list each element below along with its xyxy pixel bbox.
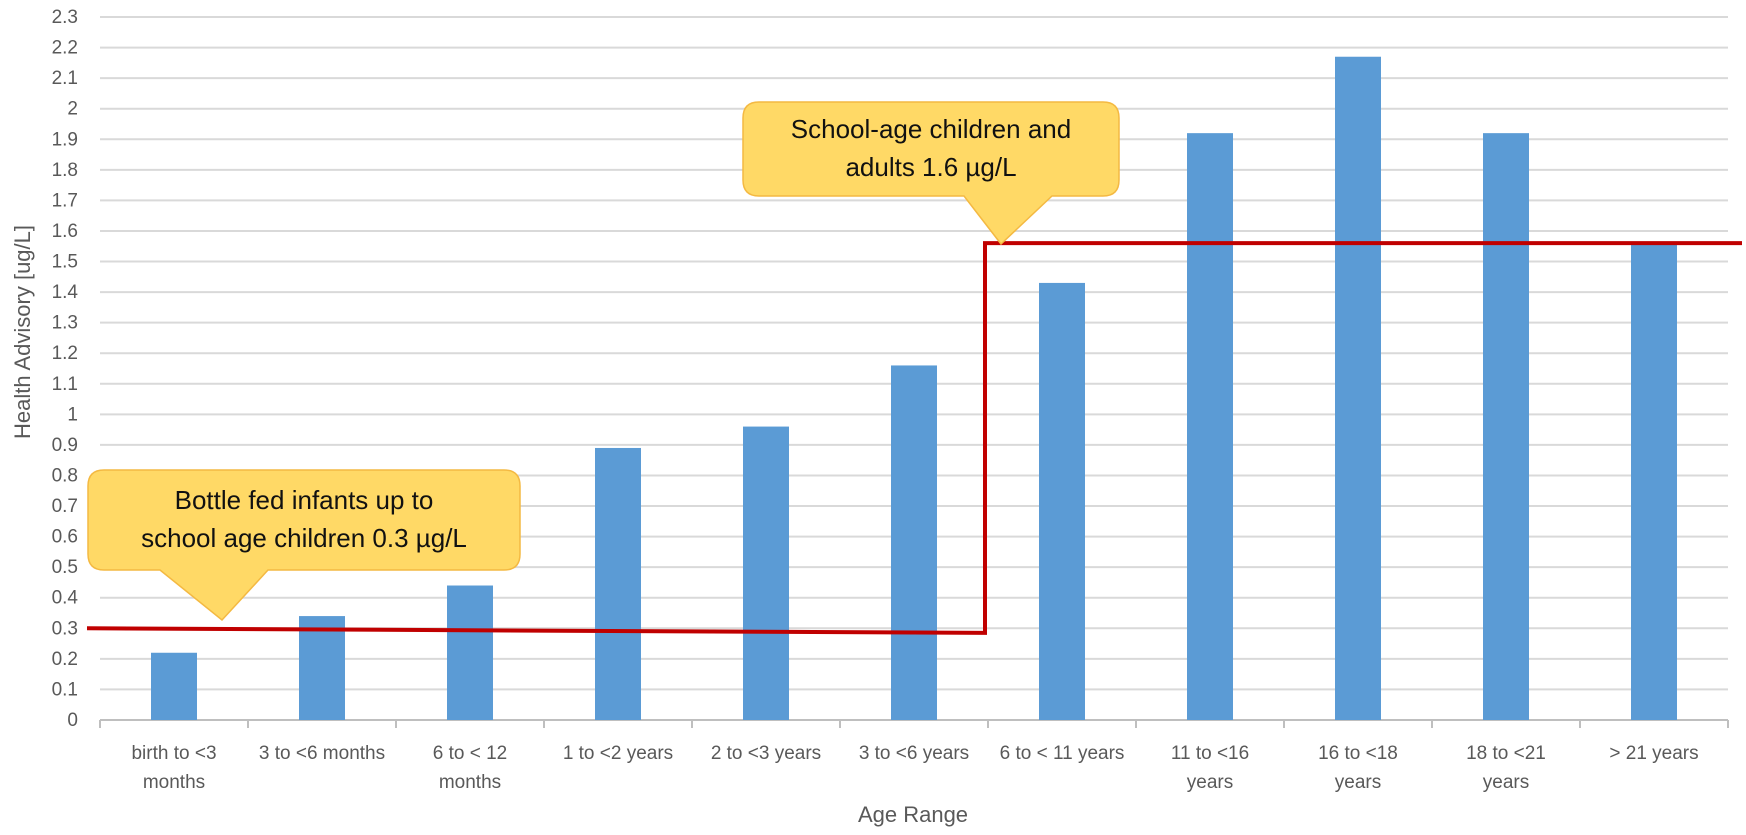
bar (1631, 243, 1677, 720)
y-tick-label: 0.5 (52, 557, 78, 578)
bar (595, 447, 641, 720)
y-tick-label: 1.5 (52, 252, 78, 273)
y-tick-label: 1.9 (52, 129, 78, 150)
advisory-line (86, 241, 1742, 635)
advisory-step-line (86, 241, 1742, 635)
bar (299, 616, 345, 720)
x-tick-label: 11 to <16 years (1171, 743, 1249, 793)
callout-infants-shape (87, 469, 521, 622)
y-tick-label: 2.1 (52, 68, 78, 89)
y-axis-ticks: 0 0.1 0.2 0.3 0.4 0.5 0.6 0.7 0.8 0.9 1 1.1 1.2 1.3 1.… (52, 7, 79, 731)
y-tick-label: 1.2 (52, 343, 78, 364)
y-tick-label: 0.1 (52, 679, 78, 700)
y-tick-label: 1.6 (52, 221, 78, 242)
y-tick-label: 2 (67, 99, 78, 120)
x-tick-label: > 21 years (1609, 743, 1698, 764)
y-tick-label: 0.8 (52, 465, 78, 486)
x-tick-label: 2 to <3 years (711, 743, 821, 764)
y-tick-label: 2.2 (52, 38, 78, 59)
x-tick-label: 16 to <18 years (1318, 743, 1398, 793)
x-tick-label: 3 to <6 years (859, 743, 969, 764)
callout-adults-text: adults 1.6 µg/L (845, 152, 1016, 182)
bar (447, 585, 493, 720)
y-tick-label: 1.1 (52, 374, 78, 395)
y-tick-label: 0.4 (52, 588, 79, 609)
bar (891, 365, 937, 720)
x-axis-ticks: birth to <3 months 3 to <6 months 6 to < 12… (131, 743, 1698, 793)
y-tick-label: 2.3 (52, 7, 78, 28)
y-tick-label: 0.6 (52, 527, 78, 548)
bar (1483, 133, 1529, 720)
x-axis-title: Age Range (858, 802, 968, 827)
bar (743, 426, 789, 720)
y-tick-label: 0.9 (52, 435, 78, 456)
x-tick-label: 6 to < 12 months (433, 743, 507, 793)
callout-adults-text: School-age children and (791, 114, 1071, 144)
callout-adults-shape (742, 101, 1120, 246)
x-tick-label: 18 to <21 years (1466, 743, 1546, 793)
callout-infants-text: school age children 0.3 µg/L (141, 523, 467, 553)
y-tick-label: 0.3 (52, 618, 78, 639)
x-tick-label: birth to <3 months (131, 743, 216, 793)
x-tick-label: 3 to <6 months (259, 743, 385, 764)
y-tick-label: 1.7 (52, 190, 78, 211)
bar (1187, 133, 1233, 720)
callouts: Bottle fed infants up to school age child… (87, 101, 1120, 622)
x-tick-label: 1 to <2 years (563, 743, 673, 764)
bar (1039, 282, 1085, 720)
y-tick-label: 1.4 (52, 282, 79, 303)
y-tick-label: 0.2 (52, 649, 78, 670)
y-tick-label: 1 (67, 404, 78, 425)
y-tick-label: 0.7 (52, 496, 78, 517)
y-tick-label: 0 (67, 710, 78, 731)
bars (151, 56, 1677, 720)
y-tick-label: 1.3 (52, 313, 78, 334)
y-tick-label: 1.8 (52, 160, 78, 181)
y-axis-title: Health Advisory [ug/L] (10, 225, 35, 439)
bar (151, 652, 197, 720)
x-tick-label: 6 to < 11 years (1000, 743, 1125, 764)
callout-infants-text: Bottle fed infants up to (175, 485, 434, 515)
bar (1335, 56, 1381, 720)
